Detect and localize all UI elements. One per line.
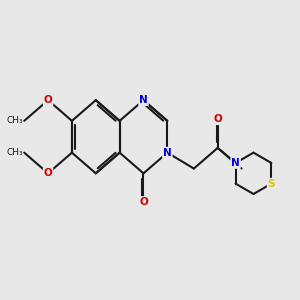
Text: CH₃: CH₃	[6, 148, 23, 157]
Text: S: S	[268, 179, 275, 189]
Text: O: O	[44, 95, 52, 105]
Text: O: O	[44, 168, 52, 178]
Text: N: N	[139, 95, 148, 105]
Text: N: N	[163, 148, 172, 158]
Text: N: N	[231, 158, 240, 168]
Text: CH₃: CH₃	[6, 116, 23, 125]
Text: O: O	[213, 114, 222, 124]
Text: O: O	[139, 197, 148, 207]
